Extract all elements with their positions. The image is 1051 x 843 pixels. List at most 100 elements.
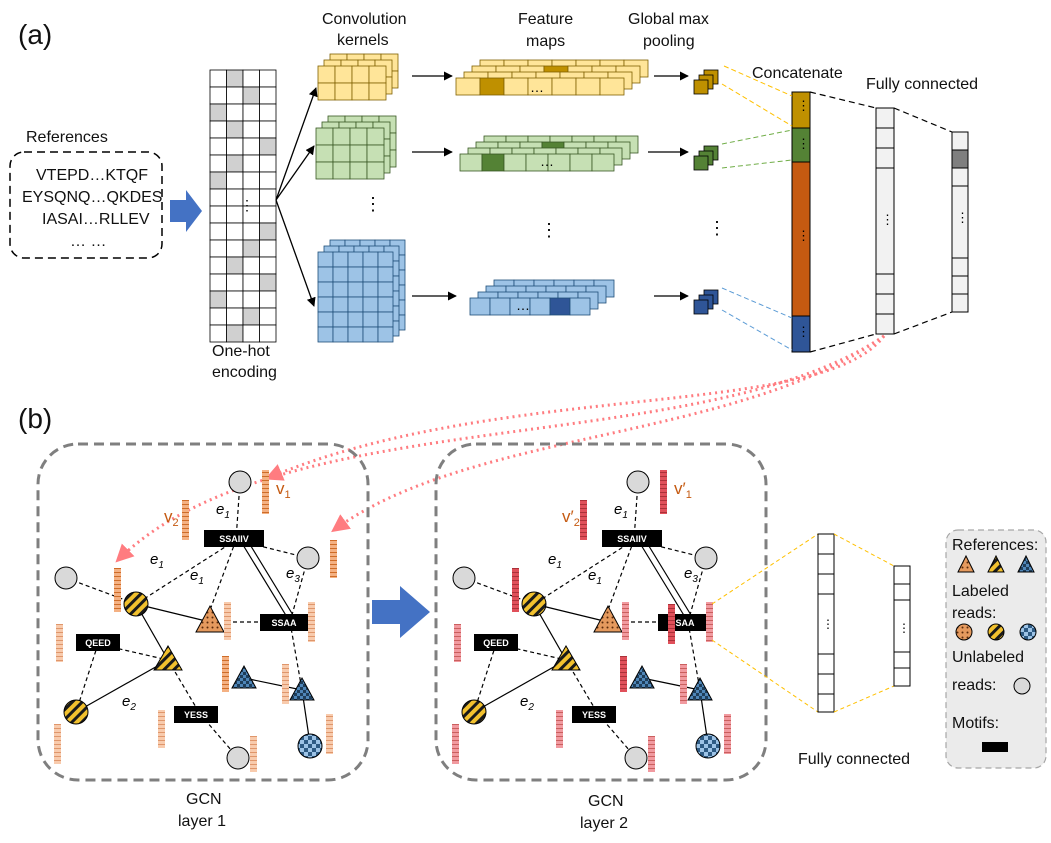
- unlabeled-read: [228, 470, 252, 494]
- fc-label-b: Fully connected: [798, 751, 910, 768]
- legend-ref-triangle-2: [987, 554, 1005, 573]
- motif-label: YESS: [582, 710, 606, 720]
- feature-vector: [222, 656, 229, 692]
- graph-edge: [463, 577, 535, 605]
- gcn-layer2-graph: SSAIIV SSAA QEED YESS e1 e1 e1 e3 e2 v′1 v′2: [452, 470, 731, 772]
- graph-edge: [495, 643, 567, 661]
- fmap-cell-blue: [489, 297, 511, 316]
- kernel-cell-blue: [347, 251, 364, 268]
- fmap-cell-blue: [569, 297, 591, 316]
- svg-text:⋮: ⋮: [797, 228, 810, 243]
- one-hot-cell: [242, 256, 260, 275]
- fmap-cell-yellow: [503, 77, 529, 96]
- edge-label: e3: [684, 565, 698, 585]
- legend-labeled-read-1: [955, 623, 973, 641]
- graph-edge: [135, 603, 211, 623]
- unlabeled-read: [296, 546, 320, 570]
- one-hot-cell: [226, 290, 244, 309]
- feature-label-1: Feature: [518, 11, 573, 28]
- kernel-cell-green: [315, 161, 334, 180]
- fmap-cell-yellow: [599, 77, 625, 96]
- labeled-read-striped: [461, 699, 487, 725]
- legend-labeled-read-3: [1019, 623, 1037, 641]
- legend-labeled-1: Labeled: [952, 583, 1009, 600]
- kernel-cell-blue: [347, 311, 364, 328]
- one-hot-cell: [226, 154, 244, 173]
- fmap-vdots: ⋮: [540, 220, 558, 240]
- svg-text:⋮: ⋮: [881, 212, 894, 227]
- one-hot-cell: [259, 171, 277, 190]
- legend-labeled-2: reads:: [952, 605, 996, 622]
- feature-vector: [512, 568, 519, 612]
- one-hot-cell: [209, 137, 227, 156]
- sequence-ellipsis: … …: [70, 233, 106, 250]
- unlabeled-read: [624, 746, 648, 770]
- one-hot-cell: [209, 256, 227, 275]
- one-hot-cell: [209, 171, 227, 190]
- gcn-layer1-label-1: GCN: [186, 791, 222, 808]
- gcn-layer2-label-1: GCN: [588, 793, 624, 810]
- unlabeled-read: [694, 546, 718, 570]
- one-hot-cell: [259, 307, 277, 326]
- legend-box: [945, 529, 1047, 769]
- kernel-cell-yellow: [368, 65, 387, 84]
- motif-box: [602, 530, 662, 547]
- feature-vector: [648, 736, 655, 772]
- kernel-cell-blue: [377, 266, 394, 283]
- panel-b: (b) SSAIIV SSAA QEED YESS e1 e1 e1 e3 e2 v1 v2 SSA…: [18, 403, 1047, 832]
- kernel-cell-yellow: [317, 65, 336, 84]
- conv-label-2: kernels: [337, 32, 389, 49]
- legend-motifs: Motifs:: [952, 715, 999, 732]
- kernel-cell-blue: [347, 266, 364, 283]
- labeled-read-striped: [521, 591, 547, 617]
- fmap-cell-green: [459, 153, 483, 172]
- feature-vector: [724, 714, 731, 754]
- one-hot-cell: [209, 273, 227, 292]
- one-hot-cell: [209, 103, 227, 122]
- references-box: [9, 151, 163, 259]
- reference-striped: [551, 645, 581, 671]
- vector-label: v2: [164, 507, 179, 529]
- pool-vdots: ⋮: [708, 218, 726, 238]
- one-hot-cell: [226, 137, 244, 156]
- labeled-read-checkered: [297, 733, 323, 759]
- kernel-cell-blue: [362, 296, 379, 313]
- kernel-cell-blue: [362, 326, 379, 343]
- feature-vector: [250, 736, 257, 772]
- feature-vector: [580, 500, 587, 540]
- kernel-cell-blue: [362, 251, 379, 268]
- one-hot-cell: [259, 103, 277, 122]
- one-hot-cell: [259, 154, 277, 173]
- one-hot-cell: [209, 239, 227, 258]
- one-hot-vdots: ⋮: [240, 197, 254, 213]
- kernel-cell-blue: [317, 281, 334, 298]
- one-hot-cell: [209, 86, 227, 105]
- kernel-cell-green: [349, 127, 368, 146]
- fc-output-vector: ⋮: [951, 131, 969, 313]
- reference-checkered: [231, 664, 257, 689]
- kernel-cell-green: [315, 144, 334, 163]
- labeled-read-striped: [63, 699, 89, 725]
- feature-vector: [452, 724, 459, 764]
- one-hot-cell: [209, 188, 227, 207]
- one-hot-cell: [226, 120, 244, 139]
- one-hot-cell: [259, 324, 277, 343]
- labeled-read-striped: [123, 591, 149, 617]
- kernel-cell-blue: [377, 311, 394, 328]
- embedding-transfer-arrows: [115, 334, 886, 563]
- kernel-cell-yellow: [334, 65, 353, 84]
- graph-edge: [209, 539, 237, 611]
- legend-labeled-read-2: [987, 623, 1005, 641]
- fc-hidden-vector: ⋮: [875, 107, 895, 335]
- kernel-cell-blue: [317, 311, 334, 328]
- feature-vector: [680, 664, 687, 704]
- kernel-cell-green: [315, 127, 334, 146]
- feature-vector: [326, 714, 333, 754]
- one-hot-grid: ⋮: [209, 69, 277, 343]
- one-hot-cell: [226, 222, 244, 241]
- vector-label: v′1: [674, 479, 692, 501]
- one-hot-cell: [242, 154, 260, 173]
- motif-label: SSAA: [669, 618, 695, 628]
- feature-vector: [114, 568, 121, 612]
- kernel-cell-green: [349, 144, 368, 163]
